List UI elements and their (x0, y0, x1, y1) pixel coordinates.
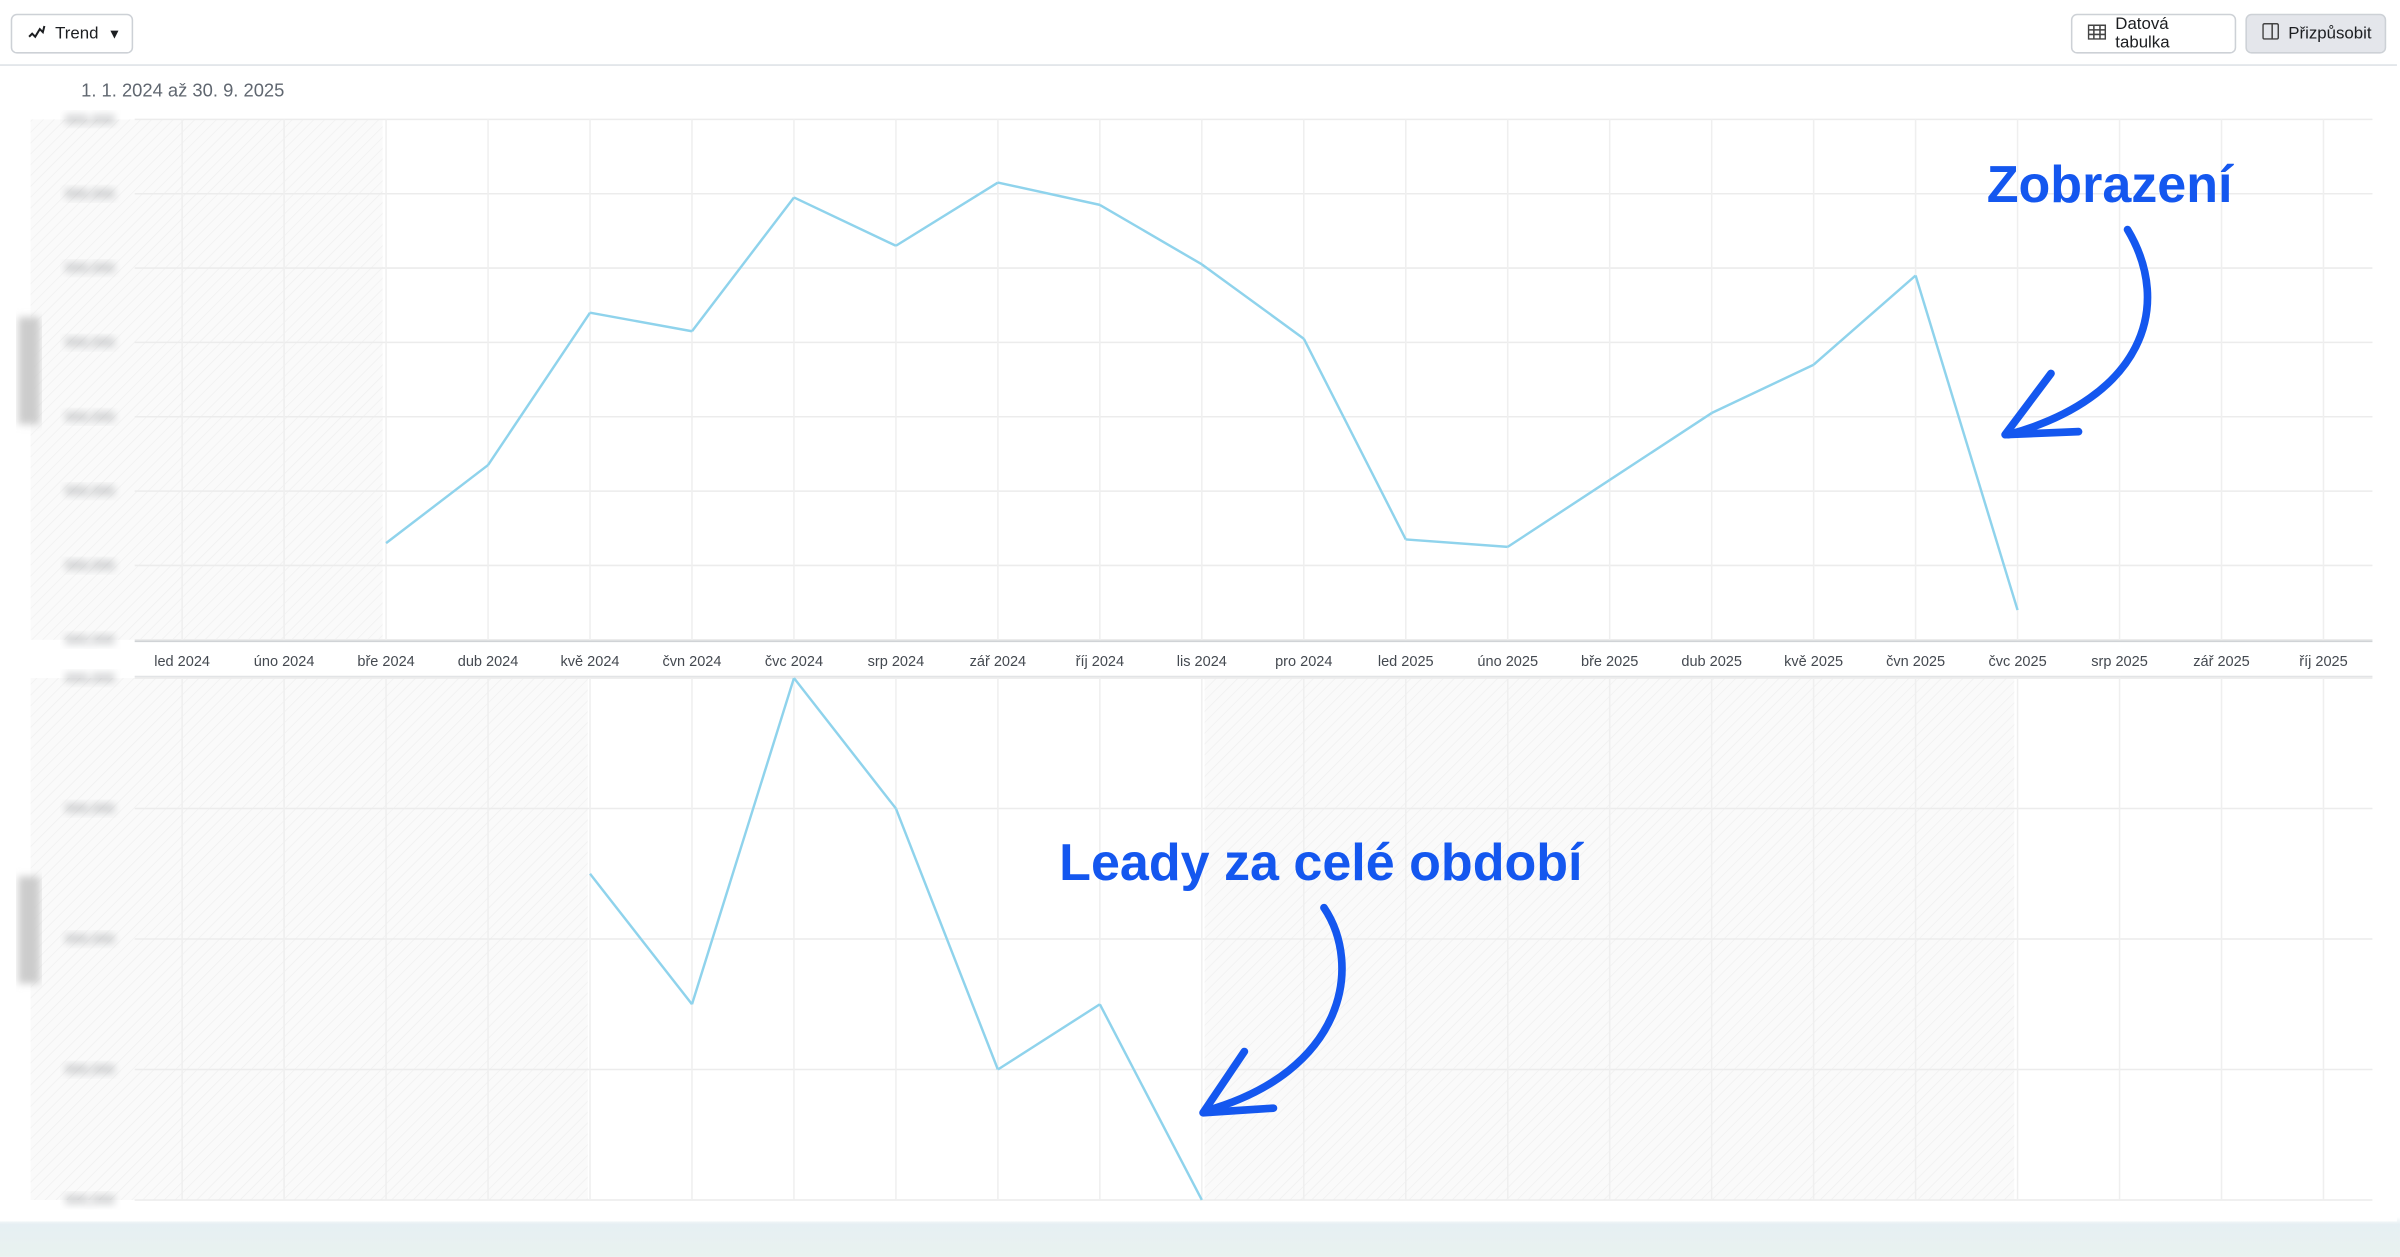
x-tick-label: srp 2025 (2091, 654, 2148, 670)
y-tick-label: 000,000 (65, 932, 115, 947)
x-tick-label: srp 2024 (868, 654, 925, 670)
line-segment (1914, 275, 2019, 611)
y-tick-label: 000,000 (65, 671, 115, 686)
x-tick-label: led 2025 (1378, 654, 1434, 670)
table-icon (2087, 23, 2107, 44)
line-segment (385, 464, 489, 545)
y-tick-label: 000,000 (65, 558, 115, 573)
view-type-dropdown[interactable]: Trend ▼ (10, 13, 134, 54)
data-table-label: Datová tabulka (2115, 15, 2170, 53)
customize-button[interactable]: Přizpůsobit (2245, 13, 2387, 54)
annotation-views: Zobrazení (1987, 156, 2234, 214)
line-segment (1711, 363, 1815, 415)
x-axis-band (134, 641, 2373, 677)
data-point-leads-9[interactable] (1094, 998, 1106, 1010)
x-tick-label: čvc 2025 (1988, 654, 2046, 670)
x-tick-label: lis 2024 (1177, 654, 1227, 670)
date-range: 1. 1. 2024 až 30. 9. 2025 (81, 79, 285, 102)
y-tick-label: 000,000 (65, 484, 115, 499)
y-tick-label: 000,000 (65, 801, 115, 816)
x-tick-label: bře 2024 (357, 654, 414, 670)
line-segment (589, 311, 693, 333)
data-point-views-13[interactable] (1502, 541, 1514, 553)
data-point-leads-7[interactable] (890, 802, 902, 814)
line-segment (997, 1003, 1101, 1071)
x-tick-label: dub 2024 (458, 654, 519, 670)
x-tick-label: zář 2024 (970, 654, 1027, 670)
x-tick-label: kvě 2024 (561, 654, 620, 670)
y-tick-label: 000,000 (65, 632, 115, 647)
no-data-region (30, 119, 383, 640)
data-point-views-11[interactable] (1298, 333, 1310, 345)
leads-chart: 000,000 000,000 000,000 000,000 000,000 (18, 671, 2373, 1208)
line-segment (487, 311, 592, 466)
views-chart: 000,000 000,000 000,000 000,000 000,000 000,0… (18, 112, 2373, 647)
y-tick-label: 000,000 (65, 335, 115, 350)
y-axis-title (18, 317, 40, 425)
x-tick-label: dub 2025 (1681, 654, 1742, 670)
line-segment (793, 196, 897, 247)
x-axis: led 2024 úno 2024 bře 2024 dub 2024 kvě 2024… (134, 640, 2373, 678)
line-segment (1507, 478, 1611, 548)
x-tick-label: čvn 2025 (1886, 654, 1945, 670)
line-segment (691, 196, 795, 333)
line-segment (690, 677, 796, 1005)
line-segment (1098, 1003, 1203, 1201)
x-tick-label: říj 2025 (2299, 654, 2347, 670)
y-axis-title (18, 876, 40, 984)
y-tick-label: 000,000 (65, 409, 115, 424)
x-tick-label: říj 2024 (1076, 654, 1124, 670)
y-tick-label: 000,000 (65, 1193, 115, 1208)
line-segment (1099, 203, 1203, 266)
x-tick-label: kvě 2025 (1784, 654, 1843, 670)
arrowhead-views-icon (2001, 369, 2083, 439)
x-tick-label: zář 2025 (2193, 654, 2250, 670)
panel-icon (2262, 22, 2280, 44)
line-segment (1812, 274, 1917, 366)
trend-icon (28, 24, 46, 44)
data-point-views-7[interactable] (890, 240, 902, 252)
data-point-leads-10[interactable] (1196, 1194, 1208, 1206)
line-segment (894, 808, 1000, 1070)
y-tick-label: 000,000 (65, 261, 115, 276)
annotation-arrow-views-icon (2004, 225, 2152, 439)
line-segment (1302, 338, 1407, 540)
caret-down-icon: ▼ (107, 26, 122, 42)
line-segment (997, 181, 1101, 207)
x-tick-label: led 2024 (154, 654, 210, 670)
x-tick-label: úno 2024 (254, 654, 315, 670)
x-tick-label: pro 2024 (1275, 654, 1332, 670)
data-point-views-9[interactable] (1094, 199, 1106, 211)
data-table-button[interactable]: Datová tabulka (2070, 13, 2237, 54)
line-segment (1609, 412, 1713, 481)
toolbar: Trend ▼ Datová tabulka Přizpůsobit (0, 3, 2397, 66)
y-tick-label: 000,000 (65, 186, 115, 201)
data-point-leads-5[interactable] (686, 998, 698, 1010)
x-tick-label: čvn 2024 (662, 654, 721, 670)
customize-label: Přizpůsobit (2288, 24, 2372, 43)
view-type-label: Trend (55, 24, 99, 43)
y-tick-label: 000,000 (65, 1062, 115, 1077)
annotation-leads: Leady za celé období (1059, 834, 1584, 892)
data-point-views-18[interactable] (2011, 604, 2023, 616)
line-segment (589, 873, 693, 1006)
x-tick-label: čvc 2024 (765, 654, 823, 670)
arrowhead-leads-icon (1199, 1047, 1278, 1117)
line-segment (1405, 538, 1508, 549)
data-point-views-15[interactable] (1706, 407, 1718, 419)
x-tick-label: bře 2025 (1581, 654, 1638, 670)
data-point-views-6[interactable] (788, 191, 800, 203)
annotation-arrow-leads-icon (1200, 903, 1346, 1116)
line-segment (895, 181, 999, 247)
x-tick-label: úno 2025 (1477, 654, 1538, 670)
line-segment (1201, 263, 1305, 340)
line-segment (792, 677, 897, 810)
data-point-views-14[interactable] (1604, 474, 1616, 486)
y-tick-label: 000,000 (65, 112, 115, 127)
